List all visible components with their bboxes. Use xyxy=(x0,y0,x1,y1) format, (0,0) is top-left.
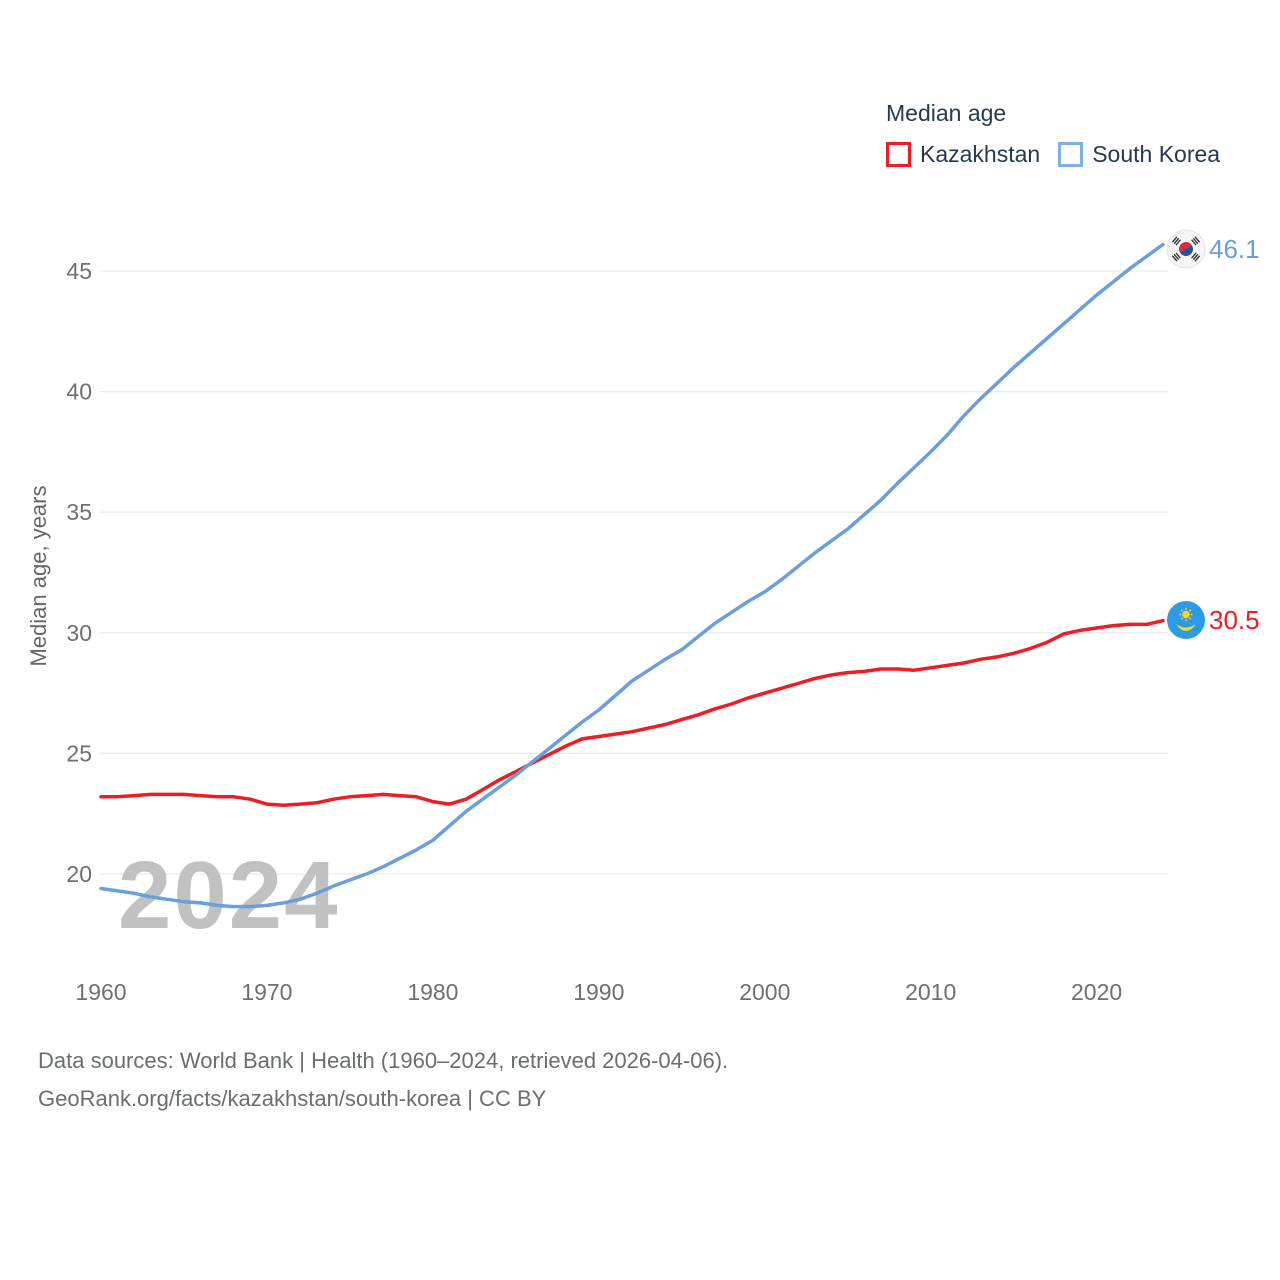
watermark-year: 2024 xyxy=(118,842,340,949)
kazakhstan-end-value: 30.5 xyxy=(1209,605,1260,635)
legend-label-south-korea: South Korea xyxy=(1092,141,1221,167)
south-korea-end-value: 46.1 xyxy=(1209,234,1260,264)
x-tick-label: 2020 xyxy=(1071,979,1122,1005)
footer: Data sources: World Bank | Health (1960–… xyxy=(38,1042,728,1118)
x-tick-label: 1970 xyxy=(241,979,292,1005)
x-tick-label: 2000 xyxy=(739,979,790,1005)
gridlines: 20 25 30 35 40 45 xyxy=(66,258,1168,887)
legend-item-kazakhstan[interactable]: Kazakhstan xyxy=(886,141,1040,168)
y-tick-label: 20 xyxy=(66,861,92,887)
kazakhstan-flag-icon xyxy=(1167,601,1205,639)
data-lines xyxy=(99,242,1165,909)
south-korea-flag-icon xyxy=(1166,229,1206,269)
y-axis-title: Median age, years xyxy=(26,486,51,667)
y-tick-label: 40 xyxy=(66,379,92,405)
y-tick-label: 35 xyxy=(66,499,92,525)
legend: Median age Kazakhstan South Korea xyxy=(886,100,1220,168)
x-tick-label: 1990 xyxy=(573,979,624,1005)
y-tick-label: 25 xyxy=(66,740,92,766)
line-kazakhstan[interactable] xyxy=(99,618,1165,808)
y-tick-label: 45 xyxy=(66,258,92,284)
legend-item-south-korea[interactable]: South Korea xyxy=(1058,141,1220,168)
x-tick-label: 1980 xyxy=(407,979,458,1005)
attribution-line: GeoRank.org/facts/kazakhstan/south-korea… xyxy=(38,1086,547,1111)
south-korea-swatch-icon xyxy=(1058,142,1084,167)
legend-label-kazakhstan: Kazakhstan xyxy=(920,141,1041,167)
x-tick-label: 1960 xyxy=(75,979,126,1005)
legend-items: Kazakhstan South Korea xyxy=(886,141,1220,168)
x-axis-ticks: 1960 1970 1980 1990 2000 2010 2020 xyxy=(75,979,1122,1005)
legend-title: Median age xyxy=(886,100,1007,126)
x-tick-label: 2010 xyxy=(905,979,956,1005)
kazakhstan-swatch-icon xyxy=(886,142,911,167)
data-sources-line: Data sources: World Bank | Health (1960–… xyxy=(38,1048,729,1073)
line-south-korea[interactable] xyxy=(99,242,1165,909)
y-tick-label: 30 xyxy=(66,620,92,646)
